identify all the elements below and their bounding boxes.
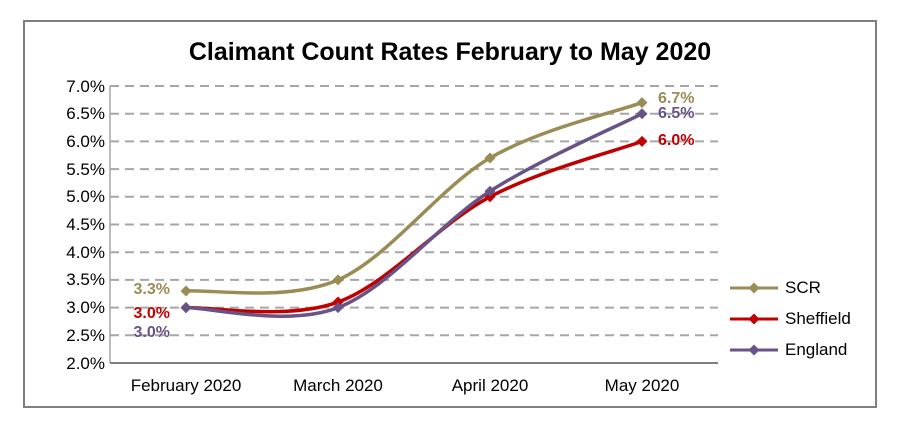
x-category-label: April 2020	[451, 376, 529, 395]
y-tick-label: 7.0%	[66, 76, 105, 96]
y-tick-label: 2.5%	[66, 325, 105, 345]
y-tick-label: 5.0%	[66, 187, 105, 207]
legend-item-england: England	[730, 334, 851, 365]
legend-marker-england	[730, 344, 778, 355]
legend-label: England	[785, 339, 848, 359]
legend-marker-sheffield	[730, 313, 778, 324]
last-point-label-england: 6.5%	[658, 104, 695, 122]
last-point-label-scr: 6.7%	[658, 89, 695, 107]
series-england	[180, 108, 648, 318]
y-tick-label: 6.5%	[66, 104, 105, 124]
first-point-label-sheffield: 3.0%	[133, 305, 170, 322]
first-point-label-england: 3.0%	[133, 324, 170, 341]
y-tick-label: 4.0%	[66, 242, 105, 262]
gridlines	[110, 85, 718, 337]
y-tick-label: 4.5%	[66, 215, 105, 234]
x-category-label: May 2020	[604, 376, 680, 395]
x-category-label: February 2020	[130, 376, 242, 395]
x-category-label: March 2020	[293, 376, 383, 395]
series-scr	[180, 97, 648, 297]
legend: SCR Sheffield England	[730, 272, 851, 365]
first-point-label-scr: 3.3%	[133, 281, 170, 298]
y-tick-label: 5.5%	[66, 159, 105, 179]
chart-title: Claimant Count Rates February to May 202…	[188, 38, 712, 66]
y-tick-label: 3.5%	[66, 270, 105, 290]
last-point-label-sheffield: 6.0%	[658, 132, 695, 150]
y-tick-label: 3.0%	[66, 298, 105, 318]
y-tick-label: 2.0%	[66, 353, 105, 373]
legend-marker-scr	[730, 282, 778, 293]
legend-item-sheffield: Sheffield	[730, 303, 851, 334]
legend-label: SCR	[785, 277, 821, 297]
legend-item-scr: SCR	[730, 272, 851, 303]
legend-label: Sheffield	[785, 308, 851, 328]
y-tick-label: 6.0%	[66, 131, 105, 151]
chart-frame	[23, 20, 877, 408]
